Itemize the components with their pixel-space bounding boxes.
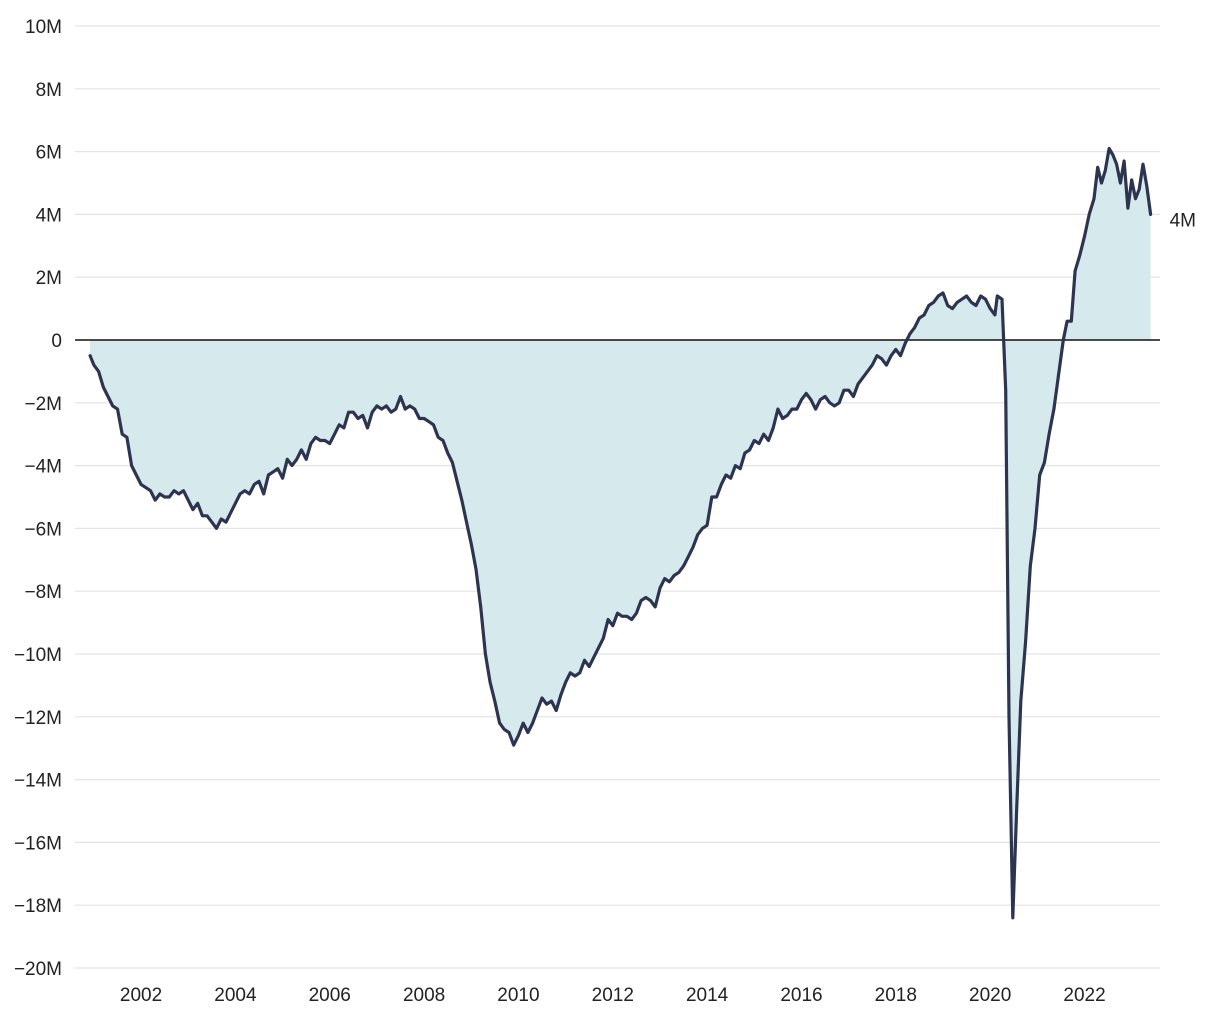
x-axis: 2002 2004 2006 2008 2010 2012 2014 2016 2018 2020… bbox=[120, 985, 1106, 1006]
area-fill-layer bbox=[90, 148, 1151, 918]
y-tick-label: 4M bbox=[36, 205, 62, 226]
x-tick-label: 2012 bbox=[592, 985, 634, 1006]
x-tick-label: 2016 bbox=[780, 985, 822, 1006]
y-tick-label: −20M bbox=[14, 959, 62, 980]
y-tick-label: 8M bbox=[36, 80, 62, 101]
y-tick-label: −6M bbox=[25, 519, 63, 540]
y-tick-label: 10M bbox=[25, 17, 62, 38]
x-tick-label: 2004 bbox=[214, 985, 257, 1006]
x-tick-label: 2002 bbox=[120, 985, 162, 1006]
x-tick-label: 2020 bbox=[969, 985, 1011, 1006]
end-value-label: 4M bbox=[1170, 210, 1196, 231]
end-label-layer: 4M bbox=[1170, 210, 1196, 231]
y-axis: 10M 8M 6M 4M 2M 0 −2M −4M −6M −8M −10M −12M −14M −16M… bbox=[14, 17, 62, 980]
x-tick-label: 2022 bbox=[1063, 985, 1105, 1006]
y-tick-label: 6M bbox=[36, 143, 62, 164]
y-tick-label: −2M bbox=[25, 394, 63, 415]
y-tick-label: −8M bbox=[25, 582, 63, 603]
x-tick-label: 2008 bbox=[403, 985, 445, 1006]
y-tick-label: 0 bbox=[51, 331, 62, 352]
series-line-layer bbox=[88, 146, 1153, 920]
y-tick-label: −12M bbox=[14, 708, 62, 729]
series-line bbox=[88, 146, 1153, 920]
x-tick-label: 2014 bbox=[686, 985, 729, 1006]
y-tick-label: −10M bbox=[14, 645, 62, 666]
y-tick-label: −16M bbox=[14, 833, 62, 854]
y-tick-label: −18M bbox=[14, 896, 62, 917]
y-tick-label: −4M bbox=[25, 457, 63, 478]
x-tick-label: 2010 bbox=[497, 985, 539, 1006]
y-tick-label: 2M bbox=[36, 268, 62, 289]
x-tick-label: 2006 bbox=[309, 985, 351, 1006]
area-fill bbox=[90, 148, 1151, 918]
x-tick-label: 2018 bbox=[875, 985, 917, 1006]
y-tick-label: −14M bbox=[14, 771, 62, 792]
